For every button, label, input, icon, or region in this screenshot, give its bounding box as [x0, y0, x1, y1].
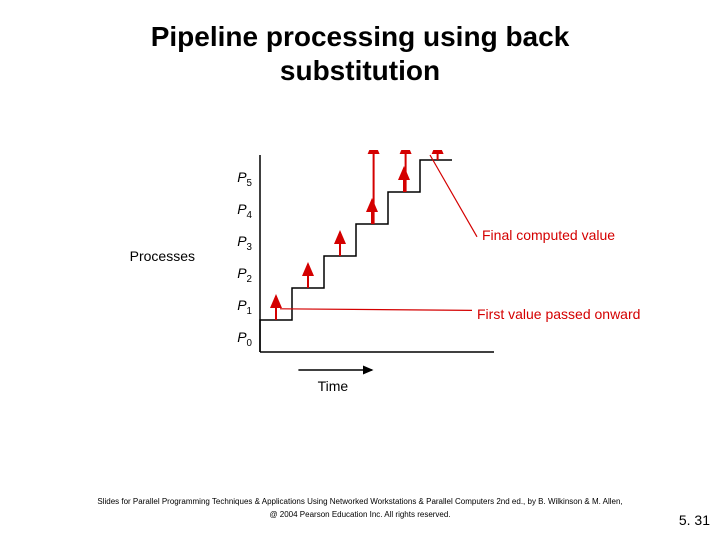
process-label: P4	[224, 201, 252, 221]
title-line2: substitution	[280, 55, 440, 86]
page-number: 5. 31	[679, 512, 710, 528]
slide-title: Pipeline processing using back substitut…	[0, 0, 720, 87]
annotation-final: Final computed value	[482, 227, 615, 243]
title-line1: Pipeline processing using back	[151, 21, 570, 52]
footer: Slides for Parallel Programming Techniqu…	[0, 496, 720, 522]
footer-line1: Slides for Parallel Programming Techniqu…	[0, 496, 720, 509]
y-axis-label: Processes	[120, 248, 195, 264]
process-label: P3	[224, 233, 252, 253]
x-axis-label: Time	[318, 378, 349, 394]
process-label: P1	[224, 297, 252, 317]
process-label: P2	[224, 265, 252, 285]
process-label: P5	[224, 169, 252, 189]
footer-line2: @ 2004 Pearson Education Inc. All rights…	[0, 509, 720, 522]
process-label: P0	[224, 329, 252, 349]
annotation-first: First value passed onward	[477, 306, 640, 322]
